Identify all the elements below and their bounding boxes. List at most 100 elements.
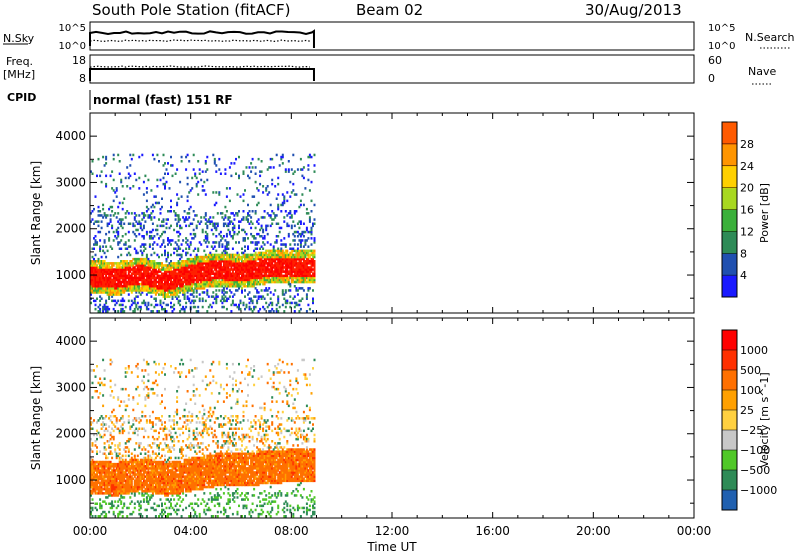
heatmap-cell [154, 303, 157, 307]
heatmap-cell [127, 285, 130, 288]
heatmap-cell [296, 278, 299, 282]
heatmap-cell [194, 282, 197, 286]
heatmap-cell [260, 266, 263, 269]
heatmap-cell [114, 278, 117, 282]
heatmap-cell [228, 274, 231, 278]
heatmap-cell [212, 282, 215, 286]
heatmap-cell [102, 291, 105, 294]
heatmap-cell [112, 189, 115, 192]
heatmap-cell [120, 467, 123, 470]
heatmap-cell [200, 257, 203, 261]
heatmap-cell [105, 469, 108, 472]
heatmap-cell [112, 490, 115, 493]
heatmap-cell [138, 289, 141, 292]
heatmap-cell [207, 305, 210, 309]
heatmap-cell [259, 247, 262, 250]
heatmap-cell [286, 262, 289, 265]
heatmap-cell [111, 170, 114, 173]
heatmap-cell [102, 417, 105, 420]
heatmap-cell [275, 268, 278, 271]
heatmap-cell [103, 289, 106, 292]
heatmap-cell [105, 479, 108, 483]
heatmap-cell [118, 247, 121, 250]
heatmap-cell [120, 287, 123, 290]
heatmap-cell [111, 224, 114, 228]
heatmap-cell [91, 272, 94, 275]
heatmap-cell [310, 251, 313, 255]
heatmap-cell [162, 285, 165, 288]
heatmap-cell [263, 255, 266, 259]
heatmap-cell [142, 226, 145, 230]
heatmap-cell [123, 289, 126, 292]
heatmap-cell [161, 274, 163, 278]
heatmap-cell [248, 253, 251, 257]
heatmap-cell [299, 168, 302, 171]
heatmap-cell [195, 264, 198, 267]
heatmap-cell [127, 365, 130, 368]
heatmap-cell [158, 201, 160, 205]
heatmap-cell [129, 245, 132, 248]
heatmap-cell [103, 266, 106, 269]
heatmap-cell [225, 262, 228, 265]
heatmap-cell [99, 260, 102, 263]
heatmap-cell [141, 272, 144, 275]
heatmap-cell [268, 214, 271, 217]
heatmap-cell [168, 289, 171, 292]
heatmap-cell [135, 276, 138, 280]
heatmap-cell [304, 266, 307, 269]
heatmap-cell [186, 266, 189, 269]
heatmap-cell [97, 224, 100, 228]
heatmap-cell [263, 235, 266, 238]
heatmap-cell [103, 492, 106, 495]
heatmap-cell [151, 506, 154, 510]
heatmap-cell [105, 155, 108, 159]
heatmap-cell [123, 490, 126, 493]
heatmap-cell [124, 276, 127, 280]
heatmap-cell [295, 278, 298, 282]
heatmap-cell [139, 245, 142, 248]
heatmap-cell [90, 280, 92, 284]
heatmap-cell [132, 280, 135, 284]
heatmap-cell [203, 255, 206, 259]
heatmap-cell [299, 239, 302, 242]
heatmap-cell [259, 255, 262, 259]
heatmap-cell [108, 207, 111, 211]
heatmap-cell [251, 299, 254, 303]
heatmap-cell [156, 444, 159, 447]
heatmap-cell [148, 235, 151, 238]
heatmap-cell [277, 251, 280, 255]
heatmap-cell [151, 479, 154, 483]
heatmap-cell [191, 260, 194, 263]
heatmap-cell [167, 483, 169, 487]
heatmap-cell [302, 176, 305, 180]
heatmap-cell [227, 253, 230, 257]
heatmap-cell [304, 262, 307, 265]
heatmap-cell [133, 417, 136, 420]
heatmap-cell [195, 274, 198, 278]
heatmap-cell [219, 282, 222, 286]
heatmap-cell [263, 262, 266, 265]
heatmap-cell [109, 481, 112, 485]
heatmap-cell [114, 444, 117, 447]
heatmap-cell [139, 452, 142, 455]
heatmap-cell [173, 293, 176, 296]
nave-tick-bottom: 0 [708, 72, 715, 85]
heatmap-cell [284, 255, 287, 259]
heatmap-cell [150, 230, 153, 234]
heatmap-cell [188, 297, 191, 300]
heatmap-cell [269, 255, 272, 259]
heatmap-cell [253, 272, 256, 275]
heatmap-cell [185, 287, 188, 290]
heatmap-cell [242, 270, 245, 273]
heatmap-cell [265, 228, 268, 232]
heatmap-cell [91, 469, 94, 472]
heatmap-cell [227, 216, 230, 219]
heatmap-cell [144, 429, 147, 433]
heatmap-cell [111, 285, 114, 288]
heatmap-cell [164, 230, 166, 234]
heatmap-cell [188, 276, 191, 280]
heatmap-cell [154, 282, 157, 286]
heatmap-cell [90, 437, 92, 441]
heatmap-cell [154, 473, 157, 476]
heatmap-cell [254, 260, 257, 263]
